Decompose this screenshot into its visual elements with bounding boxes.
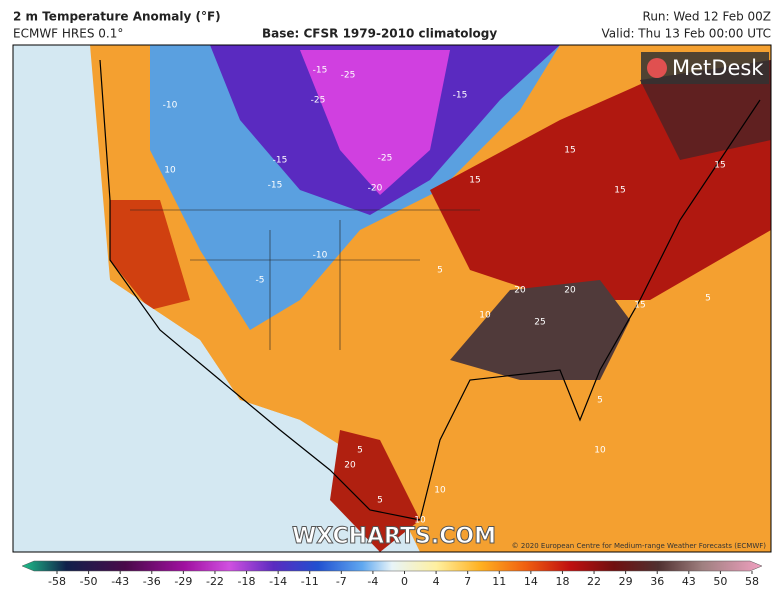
contour-labels: -15 -25 -25 -15 -20 -25 -15 -15 -10 -10 -5 5 10 15 15 1…: [163, 66, 726, 526]
base: Base: CFSR 1979-2010 climatology: [262, 27, 497, 41]
map-frame: [12, 44, 772, 553]
colorbar-tick-label: 29: [619, 575, 633, 588]
anomaly-mexico: [330, 430, 420, 552]
model: ECMWF HRES 0.1°: [13, 27, 123, 41]
contour-label: -5: [256, 276, 265, 286]
colorbar-tick-label: 22: [587, 575, 601, 588]
contour-label: 15: [634, 301, 645, 311]
contour-label: -20: [368, 184, 383, 194]
credit: © 2020 European Centre for Medium-range …: [512, 542, 767, 550]
contour-label: -10: [163, 101, 178, 111]
contour-label: 5: [377, 496, 383, 506]
contour-label: 20: [564, 286, 576, 296]
contour-label: 10: [164, 166, 176, 176]
contour-label: 15: [714, 161, 725, 171]
colorbar-tick-label: -29: [174, 575, 192, 588]
colorbar-tick-label: 18: [555, 575, 569, 588]
colorbar-tick-label: -18: [238, 575, 256, 588]
colorbar-tick-label: 43: [682, 575, 696, 588]
borders: [130, 209, 480, 350]
anomaly-west: [110, 200, 190, 310]
colorbar-tick-label: -7: [336, 575, 347, 588]
contour-label: 25: [534, 318, 545, 328]
contour-label: -10: [313, 251, 328, 261]
map: -15 -25 -25 -15 -20 -25 -15 -15 -10 -10 -5 5 10 15 15 1…: [13, 45, 771, 552]
colorbar-tick-label: -22: [206, 575, 224, 588]
anomaly-very-cold: [300, 50, 450, 195]
valid: Valid: Thu 13 Feb 00:00 UTC: [602, 27, 771, 41]
contour-label: 15: [469, 176, 480, 186]
contour-label: 15: [614, 186, 625, 196]
logo: MetDesk: [672, 56, 764, 80]
colorbar-tick-label: -43: [111, 575, 129, 588]
colorbar-tick-label: 58: [745, 575, 759, 588]
colorbar-tick-label: 7: [464, 575, 471, 588]
colorbar-ticks: -58 -50 -43 -36 -29 -22 -18 -14 -11 -7 -4 0 4 7 11 14 18…: [48, 571, 759, 588]
contour-label: 10: [479, 311, 491, 321]
contour-label: 20: [514, 286, 526, 296]
watermark: WXCHARTS.COM: [292, 524, 496, 549]
contour-label: -25: [341, 71, 356, 81]
contour-label: -15: [453, 91, 468, 101]
pacific: [13, 45, 330, 552]
colorbar-tick-label: -36: [143, 575, 161, 588]
contour-label: 10: [594, 446, 606, 456]
colorbar-tick-label: -50: [80, 575, 98, 588]
contour-label: 5: [357, 446, 363, 456]
logo-icon: [647, 58, 667, 78]
contour-label: 20: [344, 461, 356, 471]
colorbar-tick-label: 14: [524, 575, 538, 588]
contour-label: -25: [378, 154, 393, 164]
coastline: [99, 59, 761, 521]
colorbar-tick-label: -11: [301, 575, 319, 588]
anomaly-very-hot: [640, 60, 771, 160]
colorbar-tick-label: -58: [48, 575, 66, 588]
contour-label: 5: [705, 294, 711, 304]
colorbar-tick-label: 36: [650, 575, 664, 588]
contour-label: 10: [414, 516, 426, 526]
contour-label: 5: [597, 396, 603, 406]
colorbar-tick-label: 4: [433, 575, 440, 588]
colorbar-tick-label: -14: [269, 575, 287, 588]
colorbar-tick-label: 11: [492, 575, 506, 588]
run: Run: Wed 12 Feb 00Z: [643, 10, 771, 24]
colorbar: [21, 560, 763, 572]
contour-label: 15: [564, 146, 575, 156]
colorbar-tick-label: 50: [713, 575, 727, 588]
contour-label: -25: [311, 96, 326, 106]
colorbar-tick-label: -4: [367, 575, 378, 588]
title: 2 m Temperature Anomaly (°F): [13, 10, 221, 24]
contour-label: 5: [437, 266, 443, 276]
colorbar-tick-label: 0: [401, 575, 408, 588]
contour-label: -15: [313, 66, 328, 76]
contour-label: 10: [434, 486, 446, 496]
anomaly-extreme: [450, 280, 630, 380]
contour-label: -15: [273, 156, 288, 166]
contour-label: -15: [268, 181, 283, 191]
